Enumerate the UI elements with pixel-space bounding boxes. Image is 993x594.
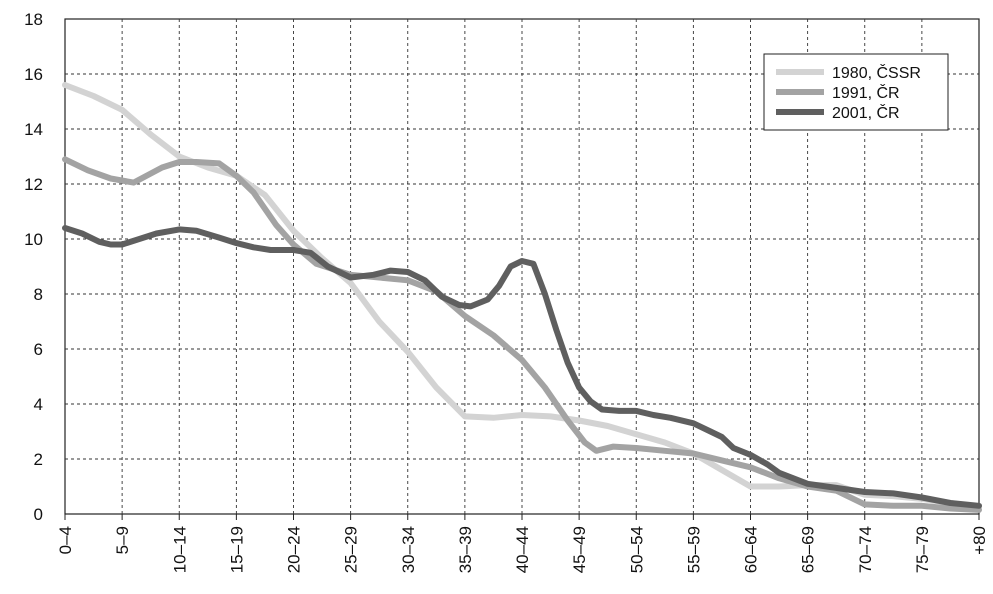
y-tick-label: 14 [24, 120, 43, 139]
x-tick-label: 30–34 [399, 526, 418, 573]
x-tick-label: 0–4 [56, 526, 75, 554]
x-tick-label: 55–59 [684, 526, 703, 573]
y-tick-label: 4 [34, 395, 43, 414]
x-tick-label: 25–29 [342, 526, 361, 573]
series-layer [62, 82, 982, 513]
y-tick-label: 2 [34, 450, 43, 469]
y-tick-label: 16 [24, 65, 43, 84]
x-tick-label: 45–49 [570, 526, 589, 573]
x-tick-label: 65–69 [799, 526, 818, 573]
x-tick-label: 40–44 [513, 526, 532, 573]
y-tick-label: 8 [34, 285, 43, 304]
x-tick-label: 35–39 [456, 526, 475, 573]
x-tick-label: +80 [970, 526, 989, 555]
legend-label-2: 1991, ČR [832, 83, 900, 102]
y-tick-label: 0 [34, 505, 43, 524]
x-tick-label: 50–54 [627, 526, 646, 573]
y-tick-label: 12 [24, 175, 43, 194]
x-tick-label: 10–14 [170, 526, 189, 573]
x-tick-label: 75–79 [913, 526, 932, 573]
x-tick-label: 70–74 [856, 526, 875, 573]
x-tick-label: 5–9 [113, 526, 132, 554]
series-line-3 [62, 225, 982, 509]
x-tick-label: 20–24 [285, 526, 304, 573]
axes-layer: 0–4 5–9 10–14 15–19 20–24 25–29 30–34 35–39 40–4… [24, 10, 989, 573]
legend-label-3: 2001, ČR [832, 103, 900, 122]
x-tick-label: 15–19 [227, 526, 246, 573]
x-tick-label: 60–64 [742, 526, 761, 573]
y-tick-label: 6 [34, 340, 43, 359]
legend-label-1: 1980, ČSSR [832, 63, 921, 82]
y-tick-label: 18 [24, 10, 43, 29]
y-tick-label: 10 [24, 230, 43, 249]
